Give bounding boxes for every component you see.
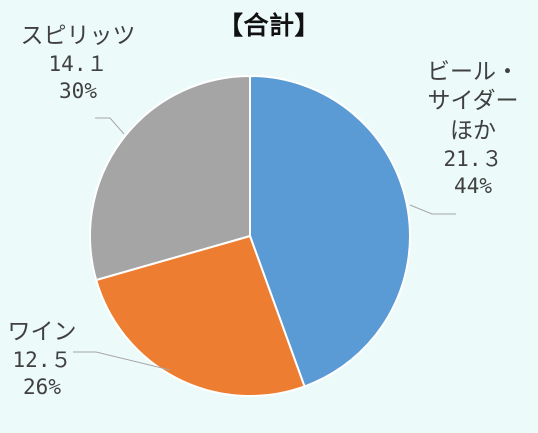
- leader-line-spirits: [95, 117, 125, 135]
- slice-0-label-line-2: サイダー: [427, 88, 519, 115]
- slice-0-percent: 44%: [454, 174, 492, 199]
- slice-0-label-line-1: ビール・: [427, 59, 519, 85]
- slice-label-spirits: スピリッツ 14.１ 30%: [0, 22, 156, 105]
- slice-2-percent: 30%: [59, 79, 97, 104]
- slice-2-value: 14.１: [48, 52, 108, 77]
- slice-1-value: 12.５: [12, 348, 72, 373]
- leader-line-wine: [73, 351, 171, 371]
- pie-slices: [89, 74, 411, 397]
- slice-2-label-line-1: スピリッツ: [20, 23, 136, 49]
- pie-slice-spirits: [89, 74, 251, 282]
- slice-1-percent: 26%: [23, 375, 61, 400]
- slice-0-label-line-3: ほか: [450, 117, 496, 144]
- slice-1-label-line-1: ワイン: [7, 319, 77, 345]
- chart-title: 【合計】: [217, 11, 320, 40]
- slice-label-beer: ビール・ サイダー ほか 21.３ 44%: [408, 58, 538, 200]
- pie-slice-wine: [94, 234, 306, 397]
- pie-slice-beer: [249, 74, 411, 388]
- slice-0-value: 21.３: [443, 147, 503, 172]
- leader-lines: [73, 117, 456, 371]
- leader-line-beer: [409, 204, 456, 215]
- slice-label-wine: ワイン 12.５ 26%: [0, 318, 84, 401]
